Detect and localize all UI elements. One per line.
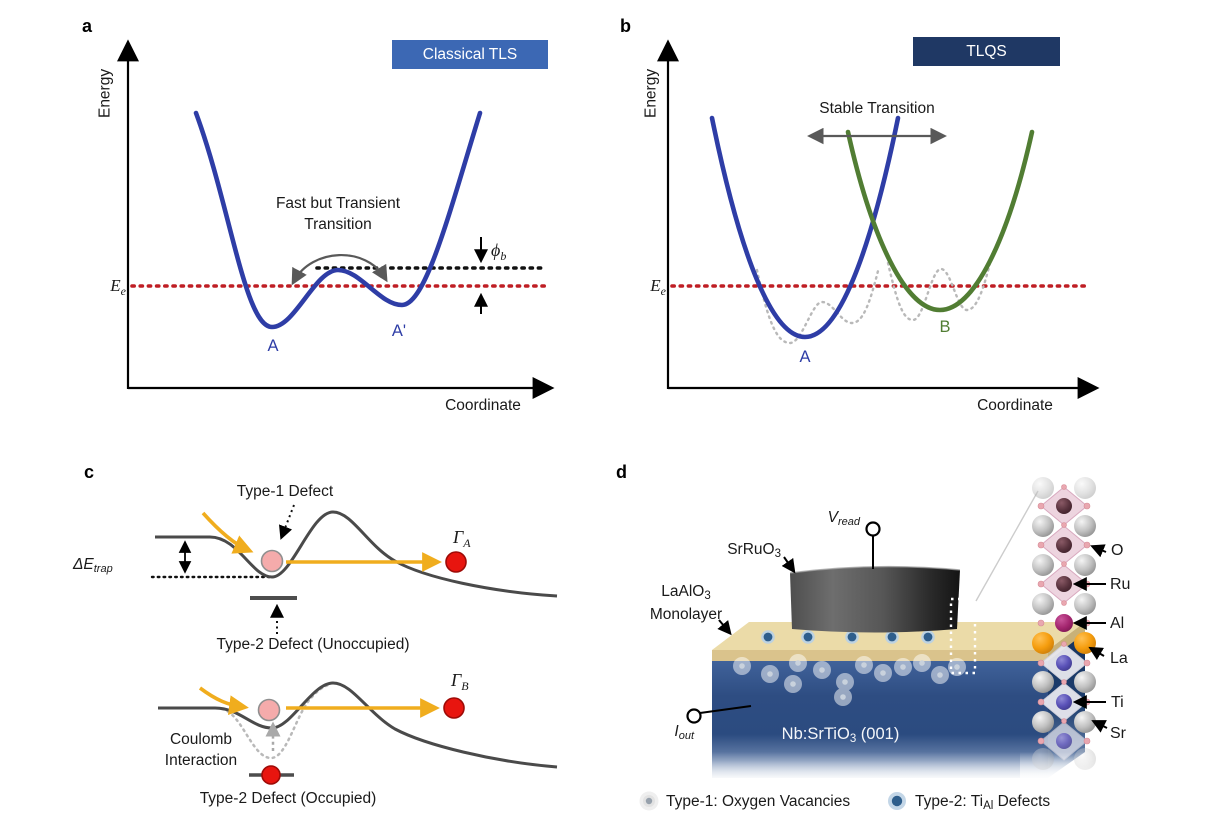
- tlqs-badge: TLQS: [913, 37, 1060, 66]
- a-state-a-label: A: [267, 337, 279, 355]
- panel-d-letter: d: [616, 462, 627, 482]
- c-trapped-electron-bottom: [257, 698, 281, 722]
- b-state-a-label: A: [799, 348, 811, 366]
- c-potential-curve-top: [155, 510, 558, 598]
- d-electrode-body: [790, 566, 960, 633]
- d-legend-type1-label: Type-1: Oxygen Vacancies: [666, 793, 851, 810]
- c-rate-a-label: ΓA: [453, 527, 471, 550]
- b-ghost-double-well-b: [886, 261, 992, 322]
- c-type2-occupied-label: Type-2 Defect (Occupied): [199, 790, 377, 807]
- d-monolayer-label: LaAlO3 Monolayer: [649, 583, 723, 623]
- d-atomic-column: [1020, 477, 1110, 788]
- c-type1-defect-label: Type-1 Defect: [236, 483, 334, 500]
- d-atom-label-o: O: [1111, 542, 1124, 559]
- d-electrode-top-rim: [789, 565, 961, 574]
- b-ghost-double-well-a: [755, 268, 880, 345]
- d-legend-type2-label: Type-2: TiAl Defects: [915, 793, 1051, 812]
- d-tial-defect-dots: [761, 630, 935, 644]
- b-well-b-curve: [845, 129, 1035, 313]
- d-monolayer-front-edge: [712, 650, 1048, 661]
- c-rate-b-label: ΓB: [451, 670, 469, 693]
- c-trapped-electron-top: [260, 549, 284, 573]
- d-iout-wire: [699, 705, 752, 714]
- d-electrode-label: SrRuO3: [727, 541, 781, 560]
- panel-c-art: [150, 504, 558, 785]
- d-atom-label-ru: Ru: [1110, 576, 1131, 593]
- d-atom-label-la: La: [1110, 650, 1128, 667]
- d-vread-label: Vread: [827, 509, 860, 528]
- c-potential-curve-bottom: [158, 681, 558, 769]
- b-energy-level-label: Ee: [650, 276, 666, 298]
- b-state-b-label: B: [939, 318, 951, 336]
- atom-label-arrows: [1072, 544, 1108, 733]
- a-transition-arrow: [291, 254, 388, 286]
- a-energy-axis-label: Energy: [96, 68, 114, 119]
- d-srruo3-pointer-arrow: [781, 556, 796, 574]
- c-type2-unoccupied-label: Type-2 Defect (Unoccupied): [216, 636, 410, 653]
- legend-type2-dot: [888, 792, 906, 810]
- c-type1-pointer-arrow: [279, 504, 295, 540]
- d-iout-terminal: [686, 708, 702, 724]
- ru-atoms: [1056, 498, 1072, 592]
- c-free-electron-top: [445, 551, 467, 573]
- a-coordinate-axis-label: Coordinate: [445, 397, 521, 414]
- c-occupying-electron: [261, 765, 281, 785]
- b-transition-annotation: Stable Transition: [819, 100, 935, 117]
- panel-d-art: [639, 477, 1110, 811]
- b-coordinate-axis-label: Coordinate: [977, 397, 1053, 414]
- a-state-aprime-label: A': [391, 322, 407, 340]
- c-capture-arrow-top: [201, 511, 254, 554]
- legend-type1-dot: [639, 791, 659, 811]
- a-energy-level-label: Ee: [110, 276, 126, 298]
- al-atom: [1055, 614, 1073, 632]
- d-iout-label: Iout: [674, 723, 694, 742]
- a-transition-annotation: Fast but Transient Transition: [275, 195, 401, 233]
- c-free-electron-bottom: [443, 697, 465, 719]
- d-oxygen-vacancy-dots: [733, 654, 966, 706]
- b-energy-axis-label: Energy: [642, 68, 660, 119]
- panel-a-art: [117, 39, 555, 399]
- d-substrate-label: Nb:SrTiO3 (001): [781, 725, 900, 745]
- classical-tls-badge: Classical TLS: [392, 40, 548, 69]
- a-barrier-height-label: ϕb: [491, 240, 507, 263]
- d-column-bottom-fade: [1020, 748, 1110, 788]
- c-capture-arrow-bottom: [198, 686, 249, 715]
- panel-b-letter: b: [620, 16, 631, 36]
- d-zoom-connector-top: [975, 490, 1039, 602]
- d-atom-label-ti: Ti: [1111, 694, 1124, 711]
- panel-c-letter: c: [84, 462, 95, 482]
- d-atom-label-al: Al: [1110, 615, 1125, 632]
- d-atom-label-sr: Sr: [1110, 725, 1126, 742]
- b-well-a-curve: [709, 115, 901, 340]
- d-monolayer-pointer-arrow: [717, 619, 732, 636]
- c-trap-energy-label: ΔEtrap: [73, 556, 113, 575]
- d-vread-terminal: [865, 521, 881, 537]
- ti-atoms: [1056, 655, 1072, 749]
- panel-b-art: [657, 39, 1100, 399]
- c-coulomb-label: Coulomb Interaction: [164, 731, 238, 769]
- panel-a-letter: a: [82, 16, 93, 36]
